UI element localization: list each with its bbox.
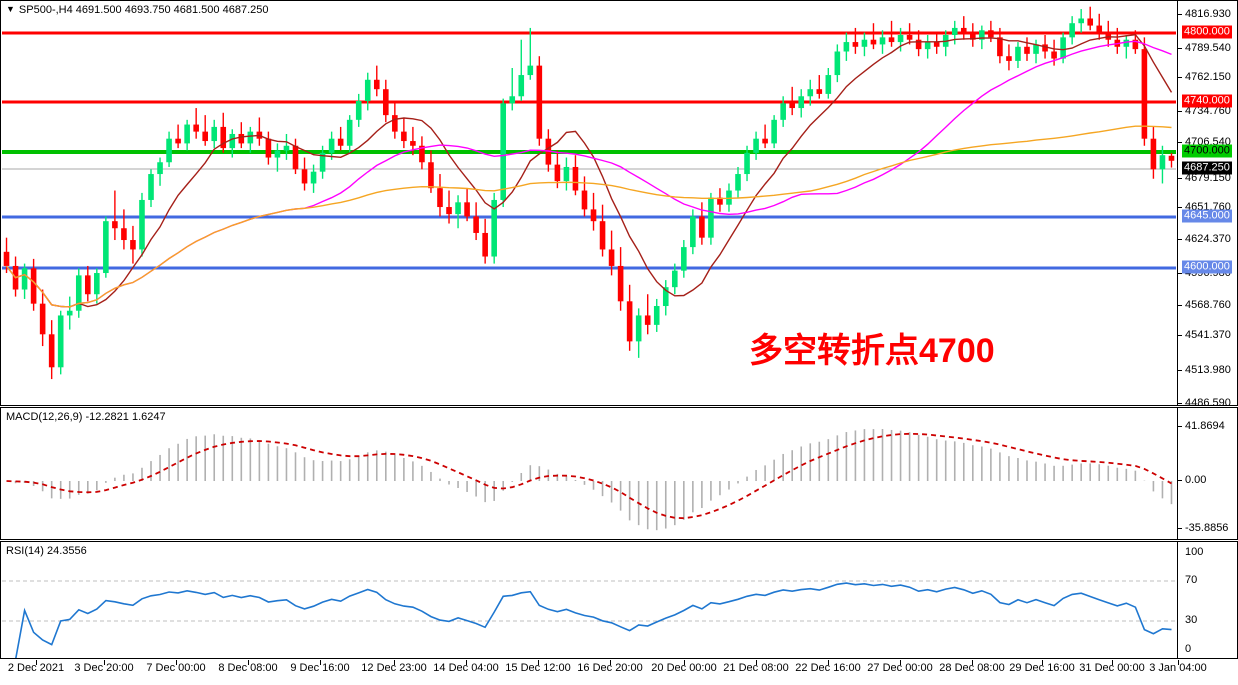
price-tick <box>1178 273 1182 274</box>
rsi-tick-label: 70 <box>1185 574 1198 586</box>
price-tick-label: 4486.590 <box>1185 397 1231 406</box>
chart-header: ▼ SP500-,H4 4691.500 4693.750 4681.500 46… <box>6 4 268 16</box>
time-tick-label: 27 Dec 00:00 <box>867 662 933 674</box>
time-tick-label: 20 Dec 00:00 <box>651 662 717 674</box>
time-tick <box>320 660 321 665</box>
price-tick <box>1178 207 1182 208</box>
time-tick-label: 8 Dec 08:00 <box>218 662 278 674</box>
time-tick <box>104 660 105 665</box>
price-chart-panel[interactable]: ▼ SP500-,H4 4691.500 4693.750 4681.500 46… <box>0 0 1238 406</box>
price-plot-area[interactable] <box>2 2 1176 405</box>
macd-panel[interactable]: MACD(12,26,9) -12.2821 1.6247 41.8694 0.0… <box>0 407 1238 540</box>
macd-tick-label: -35.8856 <box>1185 522 1229 534</box>
price-tick <box>1178 48 1182 49</box>
price-tick <box>1178 111 1182 112</box>
rsi-tick-label: 100 <box>1185 546 1204 558</box>
time-axis[interactable]: 2 Dec 2021 3 Dec 20:00 7 Dec 00:00 8 Dec 08… <box>0 660 1238 685</box>
price-level-tag[interactable]: 4740.000 <box>1182 94 1232 108</box>
price-level-tag[interactable]: 4600.000 <box>1182 260 1232 274</box>
time-tick <box>1112 660 1113 665</box>
time-tick-label: 15 Dec 12:00 <box>505 662 571 674</box>
macd-tick <box>1178 426 1182 427</box>
macd-tick <box>1178 528 1182 529</box>
time-tick-label: 3 Dec 20:00 <box>74 662 134 674</box>
triangle-down-icon[interactable]: ▼ <box>6 4 15 14</box>
time-tick-label: 12 Dec 23:00 <box>361 662 427 674</box>
rsi-series-canvas <box>2 580 1176 658</box>
macd-plot-area[interactable] <box>2 409 1176 539</box>
price-tick <box>1178 403 1182 404</box>
price-level-tag[interactable]: 4645.000 <box>1182 209 1232 223</box>
macd-tick-label: 0.00 <box>1185 474 1207 486</box>
price-series-canvas <box>2 6 1176 380</box>
time-tick <box>1178 660 1179 665</box>
time-tick <box>248 660 249 665</box>
time-tick-label: 22 Dec 16:00 <box>795 662 861 674</box>
time-tick-label: 2 Dec 2021 <box>7 662 65 674</box>
time-tick-label: 9 Dec 16:00 <box>290 662 350 674</box>
rsi-axis[interactable]: 100 70 30 0 <box>1177 542 1237 658</box>
time-tick-label: 31 Dec 00:00 <box>1079 662 1145 674</box>
time-tick <box>1042 660 1043 665</box>
price-tick-label: 4789.540 <box>1185 42 1231 54</box>
time-tick <box>394 660 395 665</box>
macd-label: MACD(12,26,9) -12.2821 1.6247 <box>6 411 166 423</box>
macd-series-canvas <box>6 429 1173 531</box>
price-tick-label: 4568.760 <box>1185 299 1231 311</box>
price-level-tag[interactable]: 4800.000 <box>1182 25 1232 39</box>
time-tick <box>610 660 611 665</box>
rsi-plot-area[interactable] <box>2 543 1176 658</box>
time-tick <box>972 660 973 665</box>
chart-header-text: SP500-,H4 4691.500 4693.750 4681.500 468… <box>18 4 269 16</box>
time-tick-label: 29 Dec 16:00 <box>1009 662 1075 674</box>
price-level-tag[interactable]: 4700.000 <box>1182 144 1232 158</box>
price-tick <box>1178 305 1182 306</box>
price-tick-label: 4541.370 <box>1185 329 1231 341</box>
price-tick-label: 4734.760 <box>1185 105 1231 117</box>
price-tick-label: 4513.980 <box>1185 364 1231 376</box>
time-tick <box>684 660 685 665</box>
time-tick <box>756 660 757 665</box>
rsi-label: RSI(14) 24.3556 <box>6 545 87 557</box>
price-tick <box>1178 335 1182 336</box>
time-tick <box>828 660 829 665</box>
rsi-tick-label: 30 <box>1185 614 1198 626</box>
time-tick-label: 7 Dec 00:00 <box>146 662 206 674</box>
price-tick <box>1178 142 1182 143</box>
price-tick <box>1178 239 1182 240</box>
price-tick <box>1178 14 1182 15</box>
time-tick <box>466 660 467 665</box>
time-tick <box>900 660 901 665</box>
price-axis[interactable]: 4816.930 4789.540 4762.150 4734.760 4706.540… <box>1177 1 1237 406</box>
time-tick-label: 28 Dec 08:00 <box>939 662 1005 674</box>
price-tick <box>1178 77 1182 78</box>
price-tick-label: 4679.150 <box>1185 172 1231 184</box>
price-tick-label: 4816.930 <box>1185 8 1231 20</box>
rsi-panel[interactable]: RSI(14) 24.3556 100 70 30 0 <box>0 541 1238 659</box>
macd-tick-label: 41.8694 <box>1185 420 1225 432</box>
time-tick-label: 3 Jan 04:00 <box>1149 662 1207 674</box>
chart-annotation-text: 多空转折点4700 <box>749 332 995 370</box>
price-tick-label: 4762.150 <box>1185 71 1231 83</box>
time-tick <box>36 660 37 665</box>
time-tick-label: 16 Dec 20:00 <box>577 662 643 674</box>
price-tick <box>1178 370 1182 371</box>
price-tick <box>1178 178 1182 179</box>
time-tick-label: 14 Dec 04:00 <box>433 662 499 674</box>
price-level-tag[interactable]: 4687.250 <box>1182 161 1232 175</box>
time-tick <box>176 660 177 665</box>
time-tick <box>538 660 539 665</box>
price-tick-label: 4624.370 <box>1185 233 1231 245</box>
macd-tick <box>1178 480 1182 481</box>
rsi-tick-label: 0 <box>1185 643 1192 655</box>
time-tick-label: 21 Dec 08:00 <box>723 662 789 674</box>
macd-axis[interactable]: 41.8694 0.00 -35.8856 <box>1177 408 1237 539</box>
